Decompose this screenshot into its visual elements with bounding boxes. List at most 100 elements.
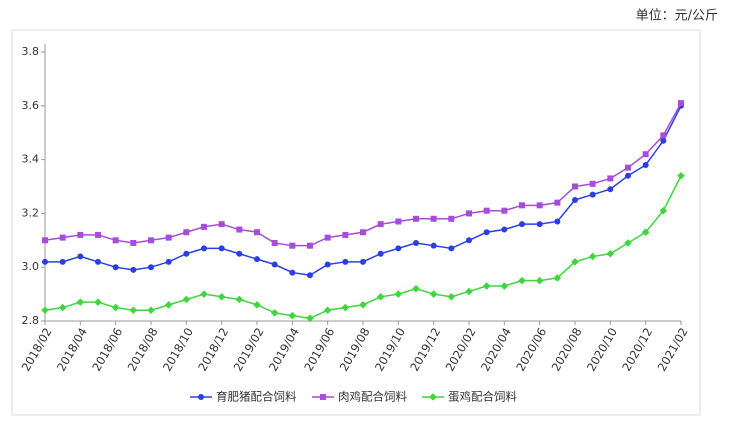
point [165,234,172,241]
point [376,292,385,301]
point [111,303,120,312]
series-line [45,105,682,277]
point [660,137,667,144]
y-tick-label: 3.0 [22,260,40,273]
point [59,234,66,241]
point [571,258,579,266]
point [519,202,525,209]
point [678,100,684,107]
point [271,261,278,268]
x-tick-label: 2020/12 [619,325,655,373]
point [377,221,384,228]
x-tick-label: 2018/12 [195,325,231,373]
x-tick-label: 2018/08 [125,325,161,373]
point [198,394,204,400]
point [147,306,155,315]
point [270,309,279,317]
x-tick-label: 2019/06 [301,325,337,373]
point [641,228,650,237]
chart-frame [11,29,701,416]
point [323,306,332,315]
point [217,292,226,301]
point [360,229,366,236]
point [76,298,85,306]
point [536,221,543,228]
point [129,306,138,315]
x-tick-label: 2019/12 [407,325,443,373]
point [342,258,349,265]
point [394,290,403,298]
point [77,253,84,260]
point [236,226,243,233]
series [41,171,685,323]
point [483,229,490,236]
point [466,210,472,217]
point [341,303,350,312]
point [324,234,331,241]
point [395,245,402,252]
point [95,258,101,265]
point [589,180,596,187]
point [182,295,191,304]
point [77,231,84,238]
point [59,258,66,265]
point [324,261,331,268]
point [183,250,190,257]
point [677,171,685,180]
point [94,298,102,306]
point [642,151,649,158]
point [412,284,420,293]
point [588,252,597,261]
point [271,239,278,246]
point [395,218,402,225]
point [360,258,366,265]
point [254,256,260,263]
point [413,239,419,246]
point [429,290,438,298]
point [377,250,384,257]
series-line [44,102,682,247]
point [289,269,296,276]
point [236,250,243,257]
y-tick-label: 3.8 [22,45,40,58]
point [625,172,631,179]
legend-label: 育肥猪配合饲料 [216,390,297,404]
point [288,311,297,320]
x-tick-label: 2019/04 [266,325,302,373]
y-tick-label: 2.8 [22,314,40,327]
point [306,314,314,323]
x-tick-label: 2021/02 [655,325,691,373]
x-tick-label: 2018/06 [89,325,125,373]
point [254,229,260,236]
legend-label: 蛋鸡配合饲料 [448,390,517,404]
y-tick-label: 3.6 [22,99,40,112]
point [448,215,455,222]
point [572,183,578,190]
point [607,175,614,182]
x-tick-label: 2019/10 [372,325,408,373]
point [148,264,154,271]
point [660,132,667,139]
point [483,207,490,214]
point [625,164,631,171]
point [112,264,119,271]
point [500,282,509,290]
point [589,191,596,198]
x-tick-label: 2020/10 [584,325,620,373]
point [572,196,578,203]
point [535,276,544,285]
point [42,258,48,265]
point [201,223,207,230]
point [554,218,561,225]
point [201,245,207,252]
point [148,237,154,244]
x-tick-label: 2020/02 [443,325,479,373]
point [465,287,473,296]
point [165,258,172,265]
point [501,226,508,233]
point [519,221,525,228]
point [482,282,491,290]
point [430,215,437,222]
x-tick-label: 2018/02 [19,325,55,373]
